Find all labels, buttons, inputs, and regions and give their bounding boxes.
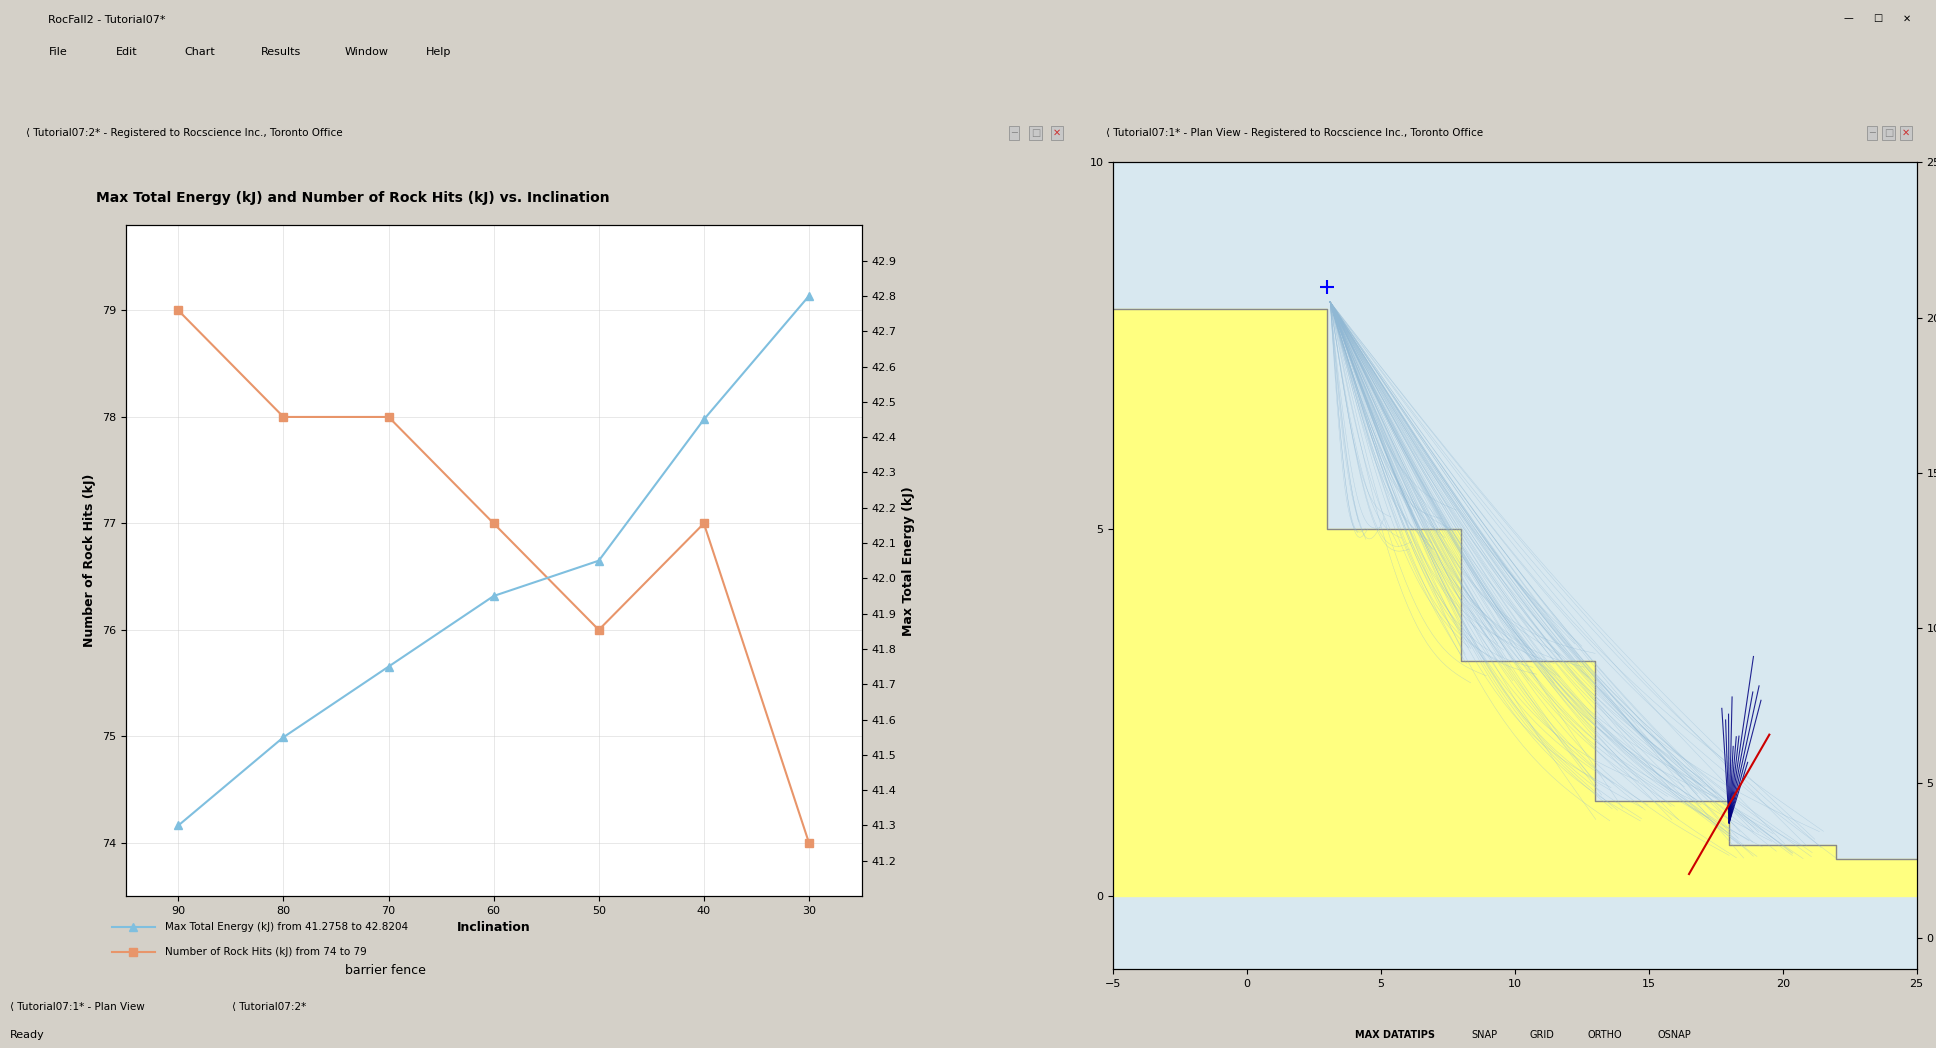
Text: Max Total Energy (kJ) and Number of Rock Hits (kJ) vs. Inclination: Max Total Energy (kJ) and Number of Rock… — [95, 192, 610, 205]
Text: Help: Help — [426, 47, 451, 58]
Text: Window: Window — [345, 47, 389, 58]
Y-axis label: Max Total Energy (kJ): Max Total Energy (kJ) — [902, 486, 916, 635]
Text: Number of Rock Hits (kJ) from 74 to 79: Number of Rock Hits (kJ) from 74 to 79 — [165, 947, 368, 957]
Y-axis label: Number of Rock Hits (kJ): Number of Rock Hits (kJ) — [83, 474, 97, 648]
Text: —: — — [1843, 14, 1855, 23]
Text: Chart: Chart — [184, 47, 215, 58]
Text: □: □ — [1884, 128, 1893, 138]
Text: ✕: ✕ — [1901, 128, 1909, 138]
Text: ─: ─ — [1011, 128, 1016, 138]
Text: Max Total Energy (kJ) from 41.2758 to 42.8204: Max Total Energy (kJ) from 41.2758 to 42… — [165, 922, 408, 932]
Text: ✕: ✕ — [1903, 14, 1911, 23]
Text: barrier fence: barrier fence — [345, 964, 426, 977]
Text: ⟨ Tutorial07:2*: ⟨ Tutorial07:2* — [232, 1002, 306, 1012]
Text: ⟨ Tutorial07:1* - Plan View: ⟨ Tutorial07:1* - Plan View — [10, 1002, 145, 1012]
Text: OSNAP: OSNAP — [1657, 1030, 1690, 1040]
Text: Results: Results — [261, 47, 302, 58]
Text: Edit: Edit — [116, 47, 137, 58]
Text: ─: ─ — [1870, 128, 1876, 138]
Text: ⟨ Tutorial07:1* - Plan View - Registered to Rocscience Inc., Toronto Office: ⟨ Tutorial07:1* - Plan View - Registered… — [1105, 128, 1483, 138]
Text: File: File — [48, 47, 68, 58]
Text: □: □ — [1874, 14, 1882, 23]
Text: Ready: Ready — [10, 1030, 45, 1040]
Polygon shape — [1113, 309, 1917, 896]
Text: MAX DATATIPS: MAX DATATIPS — [1355, 1030, 1435, 1040]
X-axis label: Inclination: Inclination — [457, 921, 530, 935]
Text: ⟨ Tutorial07:2* - Registered to Rocscience Inc., Toronto Office: ⟨ Tutorial07:2* - Registered to Rocscien… — [25, 128, 343, 138]
Text: □: □ — [1032, 128, 1040, 138]
Text: ✕: ✕ — [1053, 128, 1061, 138]
Text: SNAP: SNAP — [1471, 1030, 1497, 1040]
Text: GRID: GRID — [1529, 1030, 1555, 1040]
Text: RocFall2 - Tutorial07*: RocFall2 - Tutorial07* — [48, 15, 166, 25]
Text: ORTHO: ORTHO — [1588, 1030, 1622, 1040]
